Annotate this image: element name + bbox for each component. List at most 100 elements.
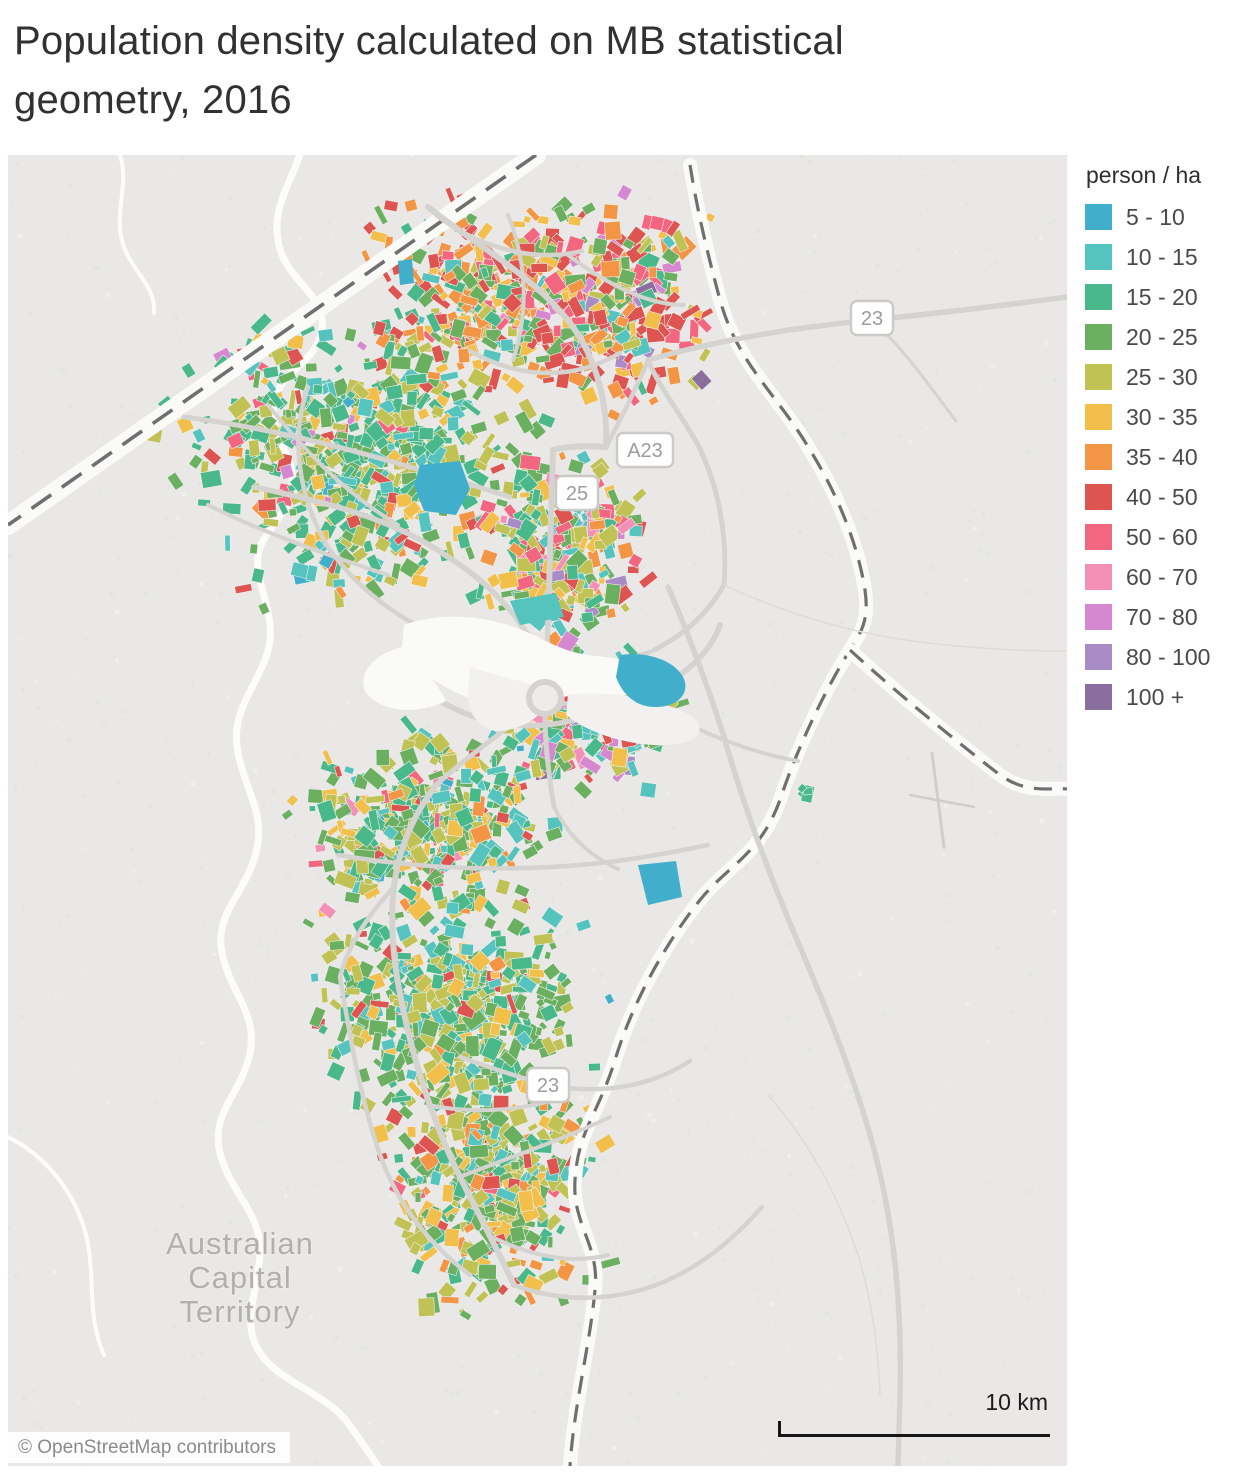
legend-item-label: 5 - 10 [1126,203,1185,230]
territory-line: Australian [166,1226,314,1261]
legend-swatch-icon [1085,364,1112,390]
lake-white [363,647,446,710]
page-title-line1: Population density calculated on MB stat… [14,19,844,63]
legend-item[interactable]: 5 - 10 [1085,204,1245,230]
legend-items: 5 - 10 10 - 15 15 - 20 20 - 25 25 - 30 3… [1085,204,1245,710]
legend-swatch-icon [1085,684,1112,710]
road [433,212,585,258]
legend-item-label: 10 - 15 [1126,243,1198,270]
capital-circle-roundabout [526,679,564,717]
river [214,155,382,1466]
lake-white [402,616,643,707]
road-shield-23: 23 [849,299,895,337]
legend-swatch-icon [1085,284,1112,310]
legend-item-label: 15 - 20 [1126,283,1198,310]
road-shield-A23: A23 [615,431,675,469]
legend-item[interactable]: 20 - 25 [1085,324,1245,350]
lake-white [467,667,552,731]
territory-line: Territory [179,1294,301,1329]
road [552,805,620,871]
legend-swatch-icon [1085,204,1112,230]
act-boundary-dashed [848,648,1067,791]
road [206,503,390,577]
legend-swatch-icon [1085,484,1112,510]
water-layer [363,259,700,905]
shield-layer: 23 A23 25 23 [525,299,895,1104]
legend-swatch-icon [1085,524,1112,550]
road [545,443,609,628]
road [389,884,517,1288]
road [908,793,976,809]
act-boundary-dashed [8,155,538,527]
legend-item[interactable]: 50 - 60 [1085,524,1245,550]
legend-item[interactable]: 30 - 35 [1085,404,1245,430]
legend-item-label: 40 - 50 [1126,483,1198,510]
map-canvas[interactable]: 23 A23 25 23 Australian Capital Territory ©… [8,155,1067,1466]
legend-item[interactable]: 25 - 30 [1085,364,1245,390]
legend-title: person / ha [1086,162,1202,188]
road [266,403,400,527]
svg-text:23: 23 [861,308,883,330]
legend-item[interactable]: 10 - 15 [1085,244,1245,270]
road [542,713,557,810]
legend-item-label: 100 + [1126,683,1185,710]
road [337,884,473,1278]
river [8,1135,106,1357]
road [767,1094,881,1396]
page-title: Population density calculated on MB stat… [14,12,844,130]
road [665,584,904,1466]
scale-line [778,1421,1050,1437]
lake-blue [398,259,414,285]
road-shield-23: 23 [525,1066,571,1104]
lake-blue [638,861,682,905]
legend-swatch-icon [1085,404,1112,430]
map-svg[interactable]: 23 A23 25 23 [8,155,1067,1466]
legend-item[interactable]: 60 - 70 [1085,564,1245,590]
road [603,357,651,450]
road [458,1115,612,1179]
suburb-cluster-woden-weston [280,714,564,923]
road [645,357,728,653]
legend-item-label: 60 - 70 [1126,563,1198,590]
road [486,1233,610,1261]
legend-item-label: 25 - 30 [1126,363,1198,390]
page-title-line2: geometry, 2016 [14,78,292,122]
legend-item[interactable]: 15 - 20 [1085,284,1245,310]
territory-line: Capital [188,1260,292,1295]
legend-swatch-icon [1085,444,1112,470]
road [692,725,800,763]
svg-text:23: 23 [537,1075,559,1097]
legend-item[interactable]: 35 - 40 [1085,444,1245,470]
boundary-layer [8,155,1067,1466]
legend-swatch-icon [1085,244,1112,270]
lake-white [566,693,700,746]
legend-item-label: 35 - 40 [1126,443,1198,470]
scale-bar: 10 km [778,1389,1050,1437]
legend-swatch-icon [1085,324,1112,350]
svg-text:25: 25 [566,483,588,505]
legend-item[interactable]: 40 - 50 [1085,484,1245,510]
lake-blue [616,654,686,707]
legend-item[interactable]: 100 + [1085,684,1245,710]
legend-item-label: 80 - 100 [1126,643,1211,670]
legend-item[interactable]: 70 - 80 [1085,604,1245,630]
road [296,384,423,630]
territory-label: Australian Capital Territory [86,1227,394,1329]
legend-item[interactable]: 80 - 100 [1085,644,1245,670]
legend-item-label: 30 - 35 [1126,403,1198,430]
legend-item-label: 50 - 60 [1126,523,1198,550]
act-boundary-dashed [568,164,868,1466]
river-layer [8,155,382,1466]
road [511,1204,765,1300]
legend: person / ha 5 - 10 10 - 15 15 - 20 20 - … [1085,162,1245,724]
lake-blue [414,461,470,515]
road [391,782,439,890]
legend-swatch-icon [1085,644,1112,670]
legend-item-label: 70 - 80 [1126,603,1198,630]
river [117,155,157,315]
road [181,414,513,500]
scale-label: 10 km [985,1389,1048,1415]
legend-item-label: 20 - 25 [1126,323,1198,350]
road [566,253,686,307]
road [506,213,526,362]
